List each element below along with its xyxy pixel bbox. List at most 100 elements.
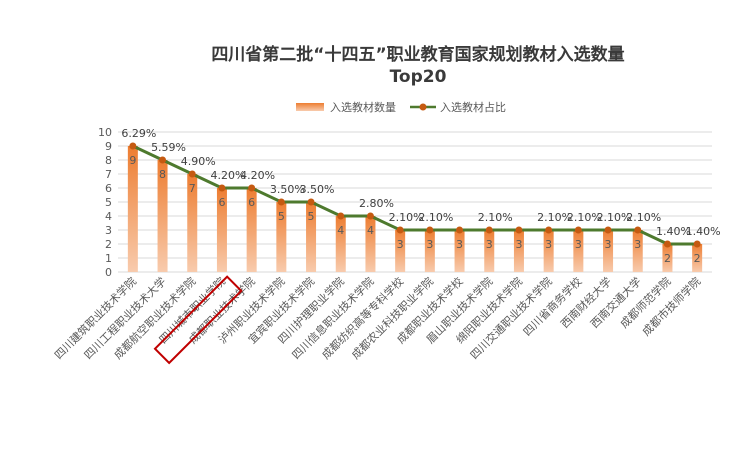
y-tick-label: 8: [105, 154, 112, 167]
bar-value-label: 2: [694, 252, 701, 265]
chart-subtitle: Top20: [390, 67, 447, 87]
ratio-marker: [307, 198, 315, 206]
bar-value-label: 4: [367, 224, 374, 237]
ratio-value-label: 5.59%: [151, 141, 186, 154]
ratio-marker: [634, 226, 642, 234]
bar: [216, 188, 227, 272]
bar: [454, 230, 465, 272]
ratio-marker: [396, 226, 404, 234]
y-tick-label: 9: [105, 140, 112, 153]
bars: [127, 146, 703, 272]
legend-line-marker: [419, 103, 427, 111]
bar-value-label: 3: [545, 238, 552, 251]
y-tick-label: 4: [105, 210, 112, 223]
ratio-marker: [129, 142, 137, 150]
bar: [276, 202, 287, 272]
bar: [513, 230, 524, 272]
ratio-marker: [545, 226, 553, 234]
ratio-value-label: 2.10%: [389, 211, 424, 224]
ratio-value-label: 1.40%: [656, 225, 691, 238]
ratio-marker: [663, 240, 671, 248]
bar-value-label: 5: [308, 210, 315, 223]
y-tick-label: 7: [105, 168, 112, 181]
y-tick-label: 5: [105, 196, 112, 209]
ratio-marker: [218, 184, 226, 192]
bar-value-label: 3: [486, 238, 493, 251]
ratio-labels: 6.29%5.59%4.90%4.20%4.20%3.50%3.50%2.80%…: [121, 127, 720, 238]
ratio-marker: [159, 156, 167, 164]
chart-title: 四川省第二批“十四五”职业教育国家规划教材入选数量: [211, 44, 624, 65]
bar: [335, 216, 346, 272]
ratio-marker: [248, 184, 256, 192]
legend: 入选教材数量 入选教材占比: [296, 100, 506, 114]
bar-value-label: 7: [189, 182, 196, 195]
ratio-value-label: 2.10%: [478, 211, 513, 224]
ratio-value-label: 2.10%: [567, 211, 602, 224]
bar: [246, 188, 257, 272]
y-tick-label: 6: [105, 182, 112, 195]
ratio-value-label: 4.20%: [240, 169, 275, 182]
ratio-value-label: 6.29%: [121, 127, 156, 140]
bar: [306, 202, 317, 272]
bar: [603, 230, 614, 272]
bar: [424, 230, 435, 272]
ratio-value-label: 2.10%: [418, 211, 453, 224]
bar: [573, 230, 584, 272]
ratio-value-label: 2.80%: [359, 197, 394, 210]
ratio-value-label: 1.40%: [686, 225, 721, 238]
grid: [118, 131, 712, 273]
bar-value-label: 9: [129, 154, 136, 167]
bar-value-label: 3: [456, 238, 463, 251]
y-tick-label: 0: [105, 266, 112, 279]
ratio-value-label: 3.50%: [270, 183, 305, 196]
y-tick-label: 10: [98, 126, 112, 139]
highlight-box: [153, 275, 243, 365]
bar-value-label: 8: [159, 168, 166, 181]
bar: [365, 216, 376, 272]
y-tick-label: 1: [105, 252, 112, 265]
bar-value-label: 3: [634, 238, 641, 251]
ratio-marker: [366, 212, 374, 220]
ratio-value-label: 4.90%: [181, 155, 216, 168]
ratio-marker: [693, 240, 701, 248]
legend-bar-label: 入选教材数量: [330, 100, 396, 114]
y-tick-label: 2: [105, 238, 112, 251]
ratio-marker: [604, 226, 612, 234]
x-axis: 四川建筑职业技术学院四川工程职业技术大学成都航空职业技术学院四川城市职业学院成都…: [51, 274, 703, 362]
ratio-marker: [485, 226, 493, 234]
bar: [157, 160, 168, 272]
ratio-line: [129, 142, 701, 248]
bar: [187, 174, 198, 272]
bar-value-label: 3: [515, 238, 522, 251]
ratio-marker: [515, 226, 523, 234]
legend-bar-swatch: [296, 103, 324, 111]
ratio-line-path: [132, 144, 698, 246]
bar-value-label: 4: [337, 224, 344, 237]
bar: [632, 230, 643, 272]
bar: [127, 146, 138, 272]
ratio-marker: [277, 198, 285, 206]
ratio-value-label: 2.10%: [626, 211, 661, 224]
bar-value-label: 6: [248, 196, 255, 209]
bar-value-label: 2: [664, 252, 671, 265]
bar-value-label: 3: [426, 238, 433, 251]
ratio-marker: [426, 226, 434, 234]
highlight-box-rect: [153, 275, 243, 365]
bar: [543, 230, 554, 272]
ratio-marker: [337, 212, 345, 220]
bar-value-label: 5: [278, 210, 285, 223]
legend-line-label: 入选教材占比: [440, 100, 506, 114]
ratio-marker: [574, 226, 582, 234]
ratio-value-label: 2.10%: [597, 211, 632, 224]
bar-labels: 9 8 7 6 6 5 5 4 4 3 3 3 3 3 3 3 3 3 2 2: [129, 154, 700, 265]
bar: [692, 244, 703, 272]
bar-value-label: 3: [397, 238, 404, 251]
ratio-marker: [456, 226, 464, 234]
ratio-value-label: 3.50%: [300, 183, 335, 196]
ratio-value-label: 4.20%: [210, 169, 245, 182]
bar-value-label: 3: [575, 238, 582, 251]
bar: [484, 230, 495, 272]
bar: [395, 230, 406, 272]
